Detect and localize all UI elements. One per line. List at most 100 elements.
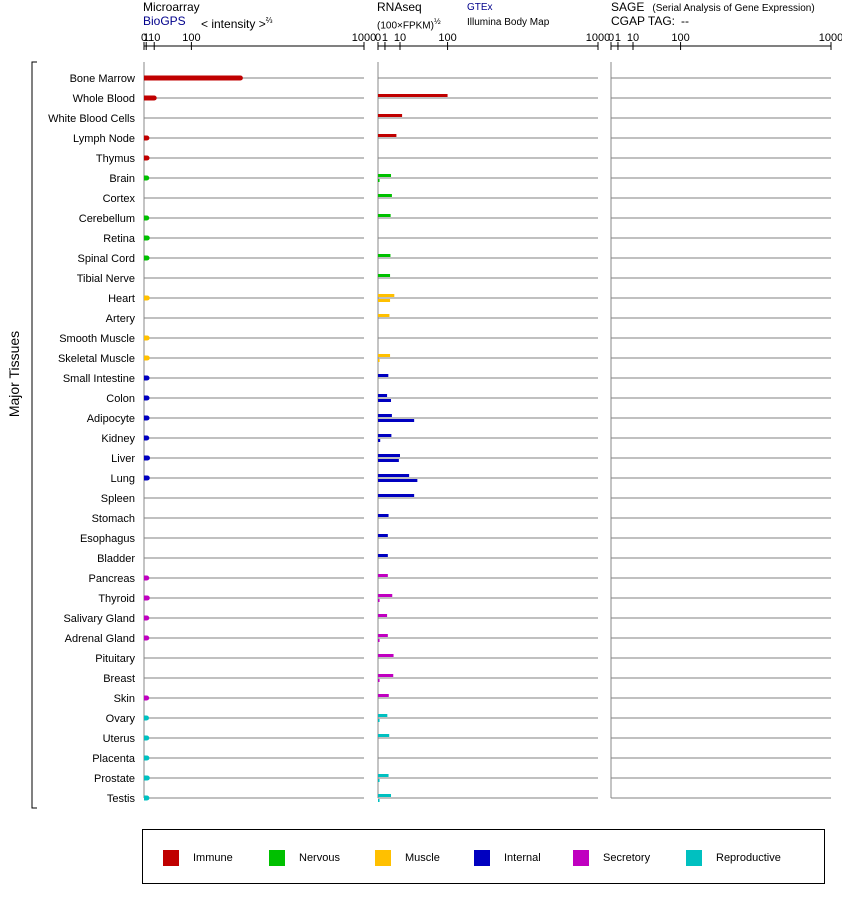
tissue-label-placenta: Placenta [92,753,136,765]
tissue-label-skeletal-muscle: Skeletal Muscle [58,353,135,365]
tissue-row-skeletal-muscle: Skeletal Muscle [58,353,831,365]
illumina-bar-kidney [378,439,381,442]
microarray-bar-cap-heart [144,295,150,301]
legend-swatch-internal [474,850,490,866]
tissue-row-esophagus: Esophagus [80,533,831,545]
tissue-label-stomach: Stomach [92,513,135,525]
microarray-bar-cap-pancreas [144,575,150,581]
tissue-row-prostate: Prostate [94,773,831,785]
tissue-row-cerebellum: Cerebellum [79,213,831,225]
microarray-bar-cap-small-intestine [144,375,150,381]
rnaseq-tick-label-2: 10 [394,32,406,44]
microarray-bar-cap-testis [144,795,150,801]
biogps-link[interactable]: BioGPS [143,14,186,28]
tissue-label-brain: Brain [109,173,135,185]
tissue-row-artery: Artery [106,313,831,325]
tissue-label-heart: Heart [108,293,135,305]
tissue-label-lymph-node: Lymph Node [73,133,135,145]
tissue-row-cortex: Cortex [103,193,831,205]
tissue-row-ovary: Ovary [106,713,831,725]
gtex-bar-white-blood-cells [378,114,403,117]
tissue-label-ovary: Ovary [106,713,136,725]
tissue-row-bone-marrow: Bone Marrow [70,73,831,85]
tissue-label-colon: Colon [106,393,135,405]
tissue-label-pituitary: Pituitary [95,653,135,665]
gtex-bar-cortex [378,194,392,197]
gtex-bar-lung [378,474,410,477]
illumina-bar-breast [378,679,380,682]
tissue-label-spinal-cord: Spinal Cord [78,253,135,265]
microarray-bar-cap-placenta [144,755,150,761]
gtex-bar-heart [378,294,395,297]
tissue-label-retina: Retina [103,233,136,245]
tissue-label-cortex: Cortex [103,193,136,205]
tissue-row-spinal-cord: Spinal Cord [78,253,831,265]
microarray-bar-cap-whole-blood [151,95,157,101]
microarray-bar-cap-lymph-node [144,135,150,141]
tissue-label-thyroid: Thyroid [98,593,135,605]
tissue-label-white-blood-cells: White Blood Cells [48,113,135,125]
tissue-label-liver: Liver [111,453,135,465]
tissues-bracket [31,61,37,809]
gtex-bar-salivary-gland [378,614,388,617]
microarray-bar-cap-smooth-muscle [144,335,150,341]
gtex-bar-spleen [378,494,415,497]
tissue-label-adipocyte: Adipocyte [87,413,135,425]
gtex-bar-skeletal-muscle [378,354,391,357]
gtex-link[interactable]: GTEx [467,2,493,13]
sage-tick-label-1: 1 [615,32,621,44]
tissue-label-tibial-nerve: Tibial Nerve [77,273,135,285]
tissue-row-colon: Colon [106,393,831,405]
illumina-bar-testis [378,799,380,802]
tissue-row-spleen: Spleen [101,493,831,505]
legend-label-nervous: Nervous [299,852,340,864]
sage-tick-label-2: 10 [627,32,639,44]
tissue-row-lung: Lung [111,473,831,485]
microarray-bar-cap-kidney [144,435,150,441]
microarray-tick-label-1: 1 [143,32,149,44]
microarray-bar-cap-liver [144,455,150,461]
tissue-row-retina: Retina [103,233,831,245]
tissue-row-smooth-muscle: Smooth Muscle [59,333,831,345]
gtex-bar-lymph-node [378,134,397,137]
legend-swatch-muscle [375,850,391,866]
microarray-bar-cap-prostate [144,775,150,781]
legend: Immune Nervous Muscle Internal Secretory… [142,829,825,884]
rnaseq-tick-label-3: 100 [438,32,456,44]
microarray-bar-bone-marrow [144,75,241,81]
legend-label-reproductive: Reproductive [716,852,781,864]
cgap-value: -- [681,14,690,28]
sage-text: SAGE [611,0,645,14]
illumina-bar-brain [378,179,380,182]
microarray-title: Microarray [143,0,200,14]
microarray-tick-label-0: 0 [141,32,147,44]
microarray-bar-cap-brain [144,175,150,181]
sage-tick-label-3: 100 [671,32,689,44]
gtex-bar-pituitary [378,654,394,657]
gtex-bar-skin [378,694,389,697]
gtex-bar-pancreas [378,574,388,577]
sage-tick-label-4: 1000 [819,32,842,44]
tissue-row-thyroid: Thyroid [98,593,831,605]
microarray-bar-cap-colon [144,395,150,401]
tissue-row-thymus: Thymus [96,153,831,165]
tissue-label-esophagus: Esophagus [80,533,136,545]
microarray-bar-whole-blood [144,95,155,101]
tissue-row-small-intestine: Small Intestine [63,373,831,385]
tissue-label-bone-marrow: Bone Marrow [70,73,135,85]
gtex-bar-colon [378,394,388,397]
illumina-bar-adipocyte [378,419,415,422]
gtex-bar-whole-blood [378,94,448,97]
tissue-row-tibial-nerve: Tibial Nerve [77,273,831,285]
gtex-bar-bladder [378,554,388,557]
tissue-row-uterus: Uterus [103,733,831,745]
tissue-row-brain: Brain [109,173,831,185]
tissue-row-placenta: Placenta [92,753,831,765]
tissue-row-breast: Breast [103,673,831,685]
tissue-label-prostate: Prostate [94,773,135,785]
intensity-exponent: ⅔ [265,16,273,25]
gtex-bar-small-intestine [378,374,389,377]
tissue-label-uterus: Uterus [103,733,136,745]
tissue-row-testis: Testis [107,793,831,805]
